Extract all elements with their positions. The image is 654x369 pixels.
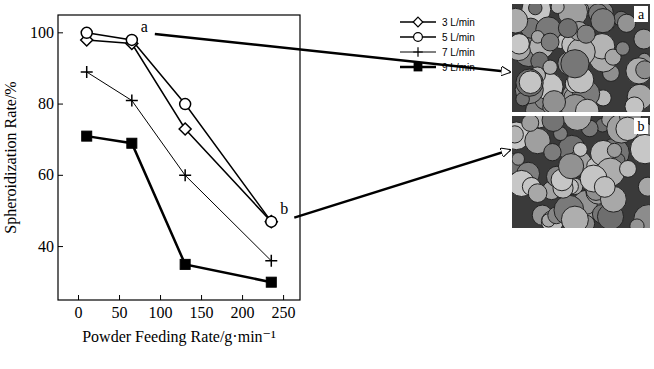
micrograph-texture xyxy=(512,4,650,112)
particle xyxy=(616,42,630,56)
particle xyxy=(617,14,635,32)
x-tick xyxy=(283,295,284,300)
particle xyxy=(541,33,559,51)
y-tick xyxy=(58,104,63,105)
particle xyxy=(558,154,583,179)
data-point xyxy=(81,27,92,38)
y-tick xyxy=(58,175,63,176)
particle xyxy=(512,8,528,33)
particle xyxy=(591,9,615,33)
micrograph-label: b xyxy=(638,119,645,134)
legend-marker xyxy=(413,47,423,57)
data-point xyxy=(180,259,190,269)
particle xyxy=(563,116,591,130)
legend-label: 5 L/min xyxy=(442,32,475,43)
particle xyxy=(576,99,599,112)
particle xyxy=(516,69,543,96)
series-line xyxy=(87,40,272,222)
x-tick-label: 250 xyxy=(272,304,296,321)
x-tick xyxy=(78,295,79,300)
legend-label: 3 L/min xyxy=(442,17,475,28)
particle xyxy=(542,116,564,131)
data-point xyxy=(180,99,191,110)
x-tick-label: 200 xyxy=(231,304,255,321)
particle xyxy=(630,219,644,228)
particle xyxy=(558,19,577,38)
x-tick-label: 50 xyxy=(112,304,128,321)
label-patch xyxy=(634,118,648,134)
particle xyxy=(528,184,547,203)
annotation: b xyxy=(280,200,288,217)
particle xyxy=(634,29,650,49)
data-point xyxy=(266,277,276,287)
data-point xyxy=(127,138,137,148)
micrograph-texture xyxy=(512,116,650,228)
data-point xyxy=(265,216,277,228)
pointer-arrow xyxy=(155,34,510,72)
legend-marker xyxy=(414,33,423,42)
particle xyxy=(625,97,644,112)
x-tick xyxy=(160,295,161,300)
data-point xyxy=(81,66,93,78)
particle xyxy=(607,143,621,157)
x-tick-label: 0 xyxy=(75,304,83,321)
particle xyxy=(512,34,529,54)
series-line xyxy=(87,33,272,222)
data-point xyxy=(126,34,137,45)
annotation: a xyxy=(141,18,148,35)
particle xyxy=(551,4,564,14)
particle xyxy=(620,160,637,177)
y-tick-label: 80 xyxy=(38,95,54,112)
x-tick xyxy=(119,295,120,300)
particle xyxy=(577,25,595,43)
particle xyxy=(512,126,523,143)
particle xyxy=(543,91,566,112)
particle xyxy=(543,60,557,74)
y-tick-label: 60 xyxy=(38,166,54,183)
y-tick xyxy=(58,32,63,33)
plot-area xyxy=(81,27,278,287)
x-tick xyxy=(242,295,243,300)
plot-frame xyxy=(58,15,300,300)
y-tick-label: 100 xyxy=(30,24,54,41)
particle xyxy=(561,206,588,228)
chart: 0 50 100 150 200 250 40 60 80 100 Powder Feeding R… xyxy=(0,0,654,369)
label-patch xyxy=(634,6,648,22)
pointer-arrow xyxy=(294,150,510,218)
x-axis-title: Powder Feeding Rate/g·min⁻¹ xyxy=(82,328,276,346)
data-point xyxy=(179,169,191,181)
particle xyxy=(594,177,615,198)
legend-marker xyxy=(413,17,423,27)
particle xyxy=(636,61,650,79)
particle xyxy=(529,4,542,15)
particle xyxy=(561,50,589,78)
y-axis-title: Spheroidization Rate/% xyxy=(2,81,20,233)
series-line xyxy=(87,136,272,282)
particle xyxy=(519,71,542,94)
series-line xyxy=(87,72,272,261)
data-point xyxy=(126,95,138,107)
micrograph-label: a xyxy=(638,7,645,22)
legend-marker xyxy=(414,63,422,71)
legend-label: 7 L/min xyxy=(442,47,475,58)
data-point xyxy=(265,255,277,267)
data-point xyxy=(82,131,92,141)
x-tick-label: 150 xyxy=(190,304,214,321)
particle xyxy=(522,116,539,131)
x-tick xyxy=(201,295,202,300)
particle xyxy=(512,153,524,166)
micrograph: a xyxy=(503,0,654,123)
x-tick-label: 100 xyxy=(149,304,173,321)
micrograph: b xyxy=(503,102,654,234)
y-tick xyxy=(58,246,63,247)
data-point xyxy=(179,123,191,135)
particle xyxy=(544,143,561,160)
y-tick-label: 40 xyxy=(38,238,54,255)
particle xyxy=(638,177,650,196)
data-point xyxy=(266,216,277,227)
